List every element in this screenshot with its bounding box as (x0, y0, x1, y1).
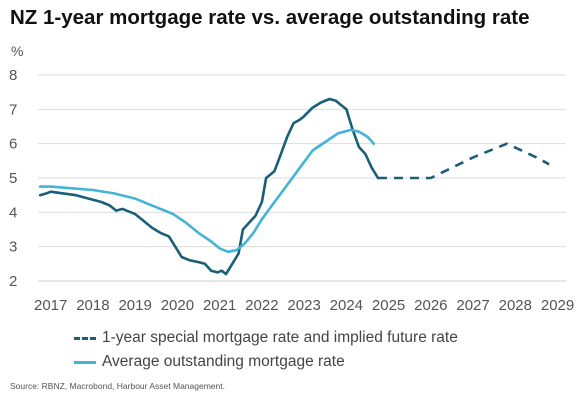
chart-canvas: 2 3 4 5 6 7 8 2017 2018 2019 2020 2021 2022 2023 2024… (9, 43, 574, 314)
y-tick-label: 5 (9, 170, 17, 187)
y-tick-label: 2 (9, 273, 17, 290)
x-tick-label: 2018 (76, 297, 109, 314)
y-tick-label: 8 (9, 67, 17, 84)
x-tick-label: 2026 (414, 297, 447, 314)
legend-label: Average outstanding mortgage rate (102, 353, 345, 370)
legend-item-average-rate: Average outstanding mortgage rate (74, 350, 458, 374)
series-line-1 (38, 97, 380, 276)
x-tick-label: 2024 (330, 297, 363, 314)
source-note: Source: RBNZ, Macrobond, Harbour Asset M… (10, 381, 225, 391)
legend-swatch-dashed (74, 336, 96, 340)
x-tick-label: 2023 (287, 297, 320, 314)
x-tick-label: 2027 (456, 297, 489, 314)
x-tick-label: 2017 (34, 297, 67, 314)
x-tick-label: 2020 (161, 297, 194, 314)
legend-swatch-solid (74, 360, 96, 364)
y-tick-label: 7 (9, 101, 17, 118)
x-tick-label: 2028 (499, 297, 532, 314)
y-tick-label: 3 (9, 239, 17, 256)
y-axis: 2 3 4 5 6 7 8 (9, 67, 17, 290)
series-line-3 (38, 128, 376, 254)
y-tick-label: 6 (9, 136, 17, 153)
x-axis: 2017 2018 2019 2020 2021 2022 2023 2024 2025 2026… (34, 297, 574, 314)
x-tick-label: 2025 (372, 297, 405, 314)
legend: 1-year special mortgage rate and implied… (74, 326, 458, 374)
y-tick-label: 4 (9, 204, 17, 221)
gridlines (38, 74, 566, 282)
legend-label: 1-year special mortgage rate and implied… (102, 329, 458, 346)
series-line-2 (378, 142, 550, 180)
plot-area (38, 97, 550, 276)
x-tick-label: 2021 (203, 297, 236, 314)
x-tick-label: 2022 (245, 297, 278, 314)
x-tick-label: 2029 (541, 297, 574, 314)
legend-item-mortgage-rate: 1-year special mortgage rate and implied… (74, 326, 458, 350)
chart-title: NZ 1-year mortgage rate vs. average outs… (10, 6, 530, 29)
y-axis-unit-label: % (11, 43, 23, 59)
x-tick-label: 2019 (118, 297, 151, 314)
